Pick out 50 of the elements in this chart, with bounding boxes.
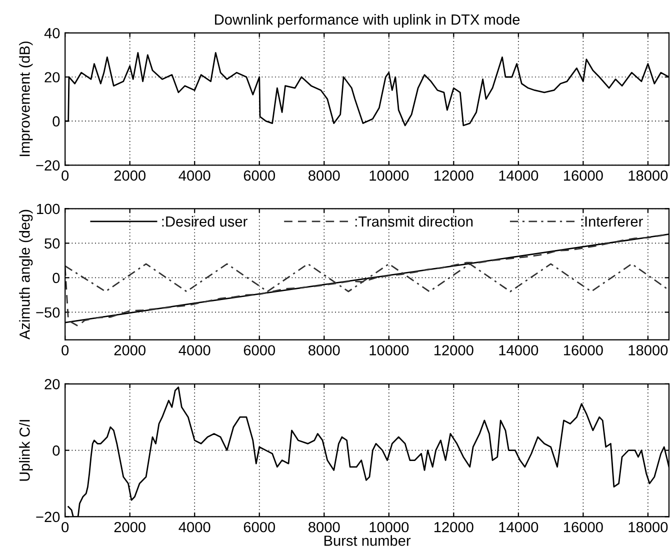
x-tick-label: 10000 [370, 170, 409, 181]
x-tick-label: 2000 [114, 345, 146, 356]
y-tick-label: −20 [36, 512, 60, 522]
chart-title: Downlink performance with uplink in DTX mode [215, 14, 520, 28]
legend-label: :Interferer [581, 216, 643, 227]
x-tick-label: 12000 [434, 522, 474, 532]
y-tick-label: 0 [52, 116, 60, 127]
line-series [68, 386, 669, 517]
x-tick-label: 2000 [114, 522, 146, 532]
x-tick-label: 0 [62, 522, 69, 532]
x-tick-label: 14000 [499, 522, 538, 532]
x-tick-label: 2000 [114, 170, 146, 181]
y-axis-title: Improvement (dB) [19, 42, 33, 156]
x-tick-label: 6000 [244, 522, 276, 532]
x-tick-label: 16000 [564, 522, 603, 532]
x-tick-label: 14000 [499, 170, 538, 181]
x-tick-label: 4000 [178, 170, 210, 181]
legend-label: :Desired user [162, 216, 248, 227]
x-tick-label: 12000 [434, 345, 474, 356]
y-tick-label: 0 [52, 445, 60, 456]
legend-label: :Transmit direction [355, 216, 473, 227]
x-tick-label: 16000 [564, 345, 603, 356]
y-axis-title: Uplink C/I [19, 420, 33, 481]
x-tick-label: 0 [62, 170, 69, 181]
x-tick-label: 18000 [628, 345, 668, 356]
y-axis-title: Azimuth angle (deg) [19, 210, 33, 340]
y-tick-label: 0 [52, 272, 60, 284]
x-tick-label: 14000 [499, 345, 538, 356]
x-tick-label: 10000 [370, 522, 409, 532]
x-tick-label: 8000 [308, 345, 340, 356]
x-tick-label: 8000 [308, 170, 340, 181]
y-tick-label: 100 [37, 204, 60, 214]
y-tick-label: 50 [44, 238, 60, 249]
y-tick-label: −50 [36, 307, 60, 318]
x-tick-label: 6000 [244, 345, 276, 356]
x-tick-label: 16000 [564, 170, 603, 181]
x-tick-label: 4000 [178, 522, 210, 532]
y-tick-label: 40 [44, 28, 60, 38]
x-tick-label: 10000 [370, 345, 409, 356]
y-tick-label: 20 [44, 379, 60, 390]
x-axis-title: Burst number [324, 535, 411, 546]
x-tick-label: 12000 [434, 170, 474, 181]
x-tick-label: 18000 [628, 522, 668, 532]
y-tick-label: 20 [44, 72, 60, 82]
y-tick-label: −20 [36, 160, 60, 171]
x-tick-label: 18000 [628, 170, 668, 181]
x-tick-label: 4000 [178, 345, 210, 356]
x-tick-label: 0 [62, 345, 69, 356]
x-tick-label: 6000 [244, 170, 276, 181]
x-tick-label: 8000 [308, 522, 340, 532]
